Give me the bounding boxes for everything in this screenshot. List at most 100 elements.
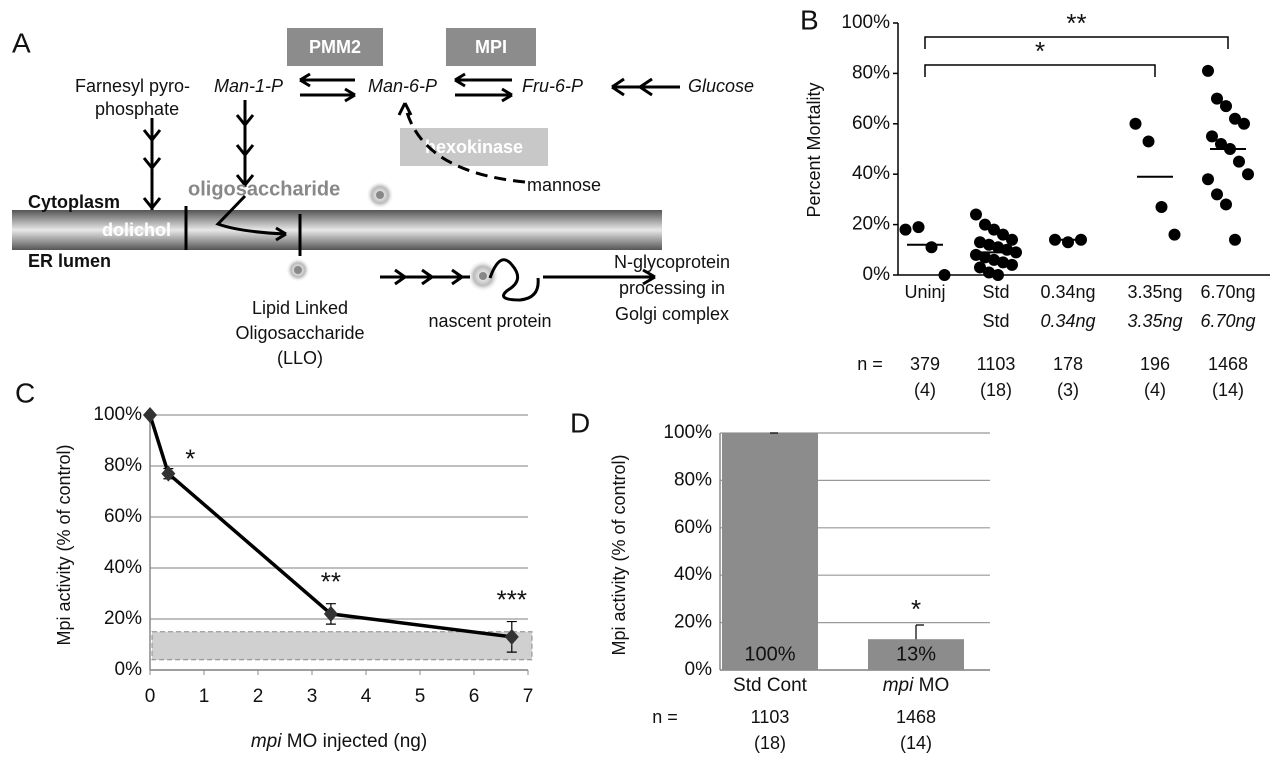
point [1155,200,1168,213]
membrane [12,210,662,250]
arrow [543,268,656,286]
arrow [235,100,255,187]
n-value: 379 [910,354,940,374]
point [1010,246,1022,259]
y-axis-label: Mpi activity (% of control) [54,444,74,645]
y-tick-label: 80% [674,469,712,490]
point [323,605,338,622]
point [1242,168,1254,181]
y-tick-label: 60% [852,113,890,134]
y-tick-label: 80% [104,455,142,476]
enzyme: hexokinase [425,137,523,157]
text-part: 3.35ng [1127,282,1182,302]
x-tick-label: mpi MO [883,675,950,696]
n-value: 178 [1053,354,1083,374]
arrow [215,194,287,242]
point [504,628,519,645]
point [1220,100,1232,113]
point [1142,135,1155,148]
text-part: 3.35ng [1127,311,1182,331]
point [938,269,951,281]
compartment: ER lumen [28,251,111,271]
n-value: 1468 [896,707,936,727]
bar [722,433,818,670]
n-group: (3) [1057,380,1079,400]
metabolite: Fru-6-P [522,76,583,96]
point [988,223,1000,236]
line [148,414,513,639]
enzyme-box [400,128,548,166]
significance: * [185,443,195,473]
precursor: Farnesyl pyro- [75,76,190,96]
point [912,221,925,234]
llo: Oligosaccharide [235,323,364,343]
y-tick-label: 20% [104,608,142,629]
x-tick-label: 4 [361,686,372,707]
value-label: 13% [896,643,936,665]
text-part: Uninj [904,282,945,302]
point [974,236,986,249]
n-value: 1103 [977,354,1016,374]
point [1129,117,1142,130]
point [970,208,982,221]
x-tick-label: 1 [199,686,210,707]
point [1238,117,1250,130]
significance: ** [1066,8,1086,38]
y-tick-label: 60% [674,517,712,538]
text-part: 6.70ng [1200,282,1255,302]
y-tick-label: 0% [685,659,713,680]
range-band [151,631,533,661]
metabolite: mannose [527,175,601,195]
golgi: Golgi complex [615,304,729,324]
text-part: mpi [883,675,914,696]
point [1233,155,1245,168]
panel-label: D [570,407,590,438]
panel-label: C [15,377,35,408]
text-part: MO injected (ng) [281,731,427,752]
point [1168,228,1181,241]
point [983,238,995,251]
glycan [479,272,487,280]
protein-label: nascent protein [428,311,551,331]
y-tick-label: 40% [104,557,142,578]
point [143,407,157,423]
y-tick-label: 80% [852,62,890,83]
significance: ** [321,567,341,597]
x-tick-label: Std [982,311,1009,331]
text-part: Std [982,282,1009,302]
text-part: Std Cont [733,675,808,696]
panel-label: B [800,4,819,35]
golgi: N-glycoprotein [614,252,730,272]
n-group: (18) [980,380,1012,400]
x-tick-label: 2 [253,686,264,707]
y-tick-label: 40% [852,163,890,184]
arrow [142,118,162,210]
text-part: 0.34ng [1040,311,1095,331]
point [925,241,938,254]
bracket [924,36,1229,49]
text-part: 6.70ng [1200,311,1255,331]
enzyme-box [287,28,383,66]
llo: Lipid Linked [252,298,348,318]
y-tick-label: 20% [852,214,890,235]
x-tick-label: Std [982,282,1009,302]
golgi: processing in [619,278,725,298]
n-label: n = [652,707,678,727]
value-label: 100% [744,643,795,665]
x-tick-label: 6.70ng [1200,282,1255,302]
bar [868,639,964,670]
x-tick-label: 5 [415,686,426,707]
dashed-arrow [403,104,526,184]
oligosaccharide: oligosaccharide [188,178,340,200]
text-part: mpi [251,731,282,752]
n-group: (14) [900,733,932,753]
point [161,465,176,482]
point [992,241,1004,254]
arrow [397,102,413,116]
point [1211,92,1223,105]
protein [488,258,540,302]
point [1229,112,1241,125]
enzyme: MPI [475,37,507,57]
point [997,256,1009,269]
